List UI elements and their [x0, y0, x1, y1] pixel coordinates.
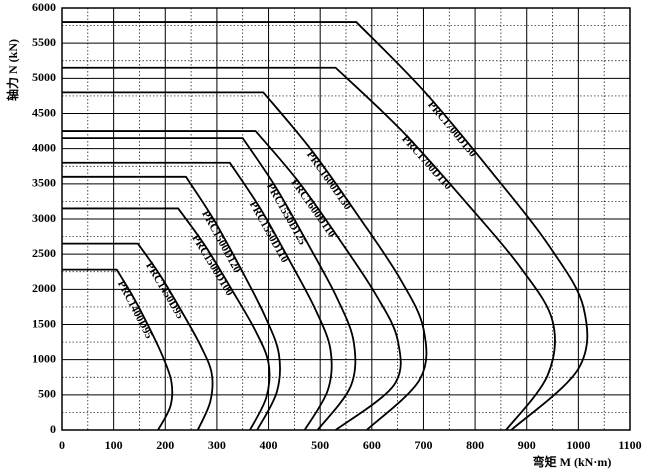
- curve: [62, 175, 281, 431]
- y-tick-label: 2000: [32, 281, 56, 295]
- y-axis-title: 轴力 N (kN): [5, 39, 20, 101]
- plot-frame: [61, 7, 631, 431]
- curve-label: PRC1400D95: [115, 279, 155, 341]
- curve: [62, 21, 589, 431]
- curve: [62, 161, 333, 431]
- y-tick-label: 4500: [32, 105, 56, 119]
- curve: [62, 207, 271, 431]
- y-tick-label: 5500: [32, 35, 56, 49]
- x-axis-title: 弯矩 M (kN·m): [533, 454, 612, 469]
- y-tick-label: 5000: [32, 70, 56, 84]
- y-tick-label: 500: [38, 387, 56, 401]
- curve: [62, 137, 357, 431]
- y-tick-label: 3500: [32, 176, 56, 190]
- x-tick-label: 900: [518, 438, 536, 452]
- x-tick-label: 800: [466, 438, 484, 452]
- y-tick-label: 3000: [32, 211, 56, 225]
- y-tick-label: 0: [50, 422, 56, 436]
- curve: [62, 130, 402, 431]
- x-tick-label: 400: [260, 438, 278, 452]
- x-tick-label: 200: [156, 438, 174, 452]
- x-tick-label: 0: [59, 438, 65, 452]
- x-tick-label: 1000: [566, 438, 590, 452]
- x-tick-label: 1100: [618, 438, 641, 452]
- y-tick-label: 4000: [32, 140, 56, 154]
- x-tick-label: 100: [105, 438, 123, 452]
- curve: [62, 242, 214, 431]
- y-tick-label: 1500: [32, 316, 56, 330]
- x-tick-label: 300: [208, 438, 226, 452]
- curve: [62, 268, 174, 431]
- x-tick-label: 600: [363, 438, 381, 452]
- curve: [62, 91, 428, 431]
- x-tick-label: 700: [414, 438, 432, 452]
- curve: [62, 66, 556, 431]
- y-tick-label: 1000: [32, 351, 56, 365]
- x-tick-label: 500: [311, 438, 329, 452]
- y-tick-label: 6000: [32, 0, 56, 14]
- curve-label: PRC1700D130: [425, 99, 479, 160]
- y-tick-label: 2500: [32, 246, 56, 260]
- curve-label: PRC1450D95: [143, 260, 186, 321]
